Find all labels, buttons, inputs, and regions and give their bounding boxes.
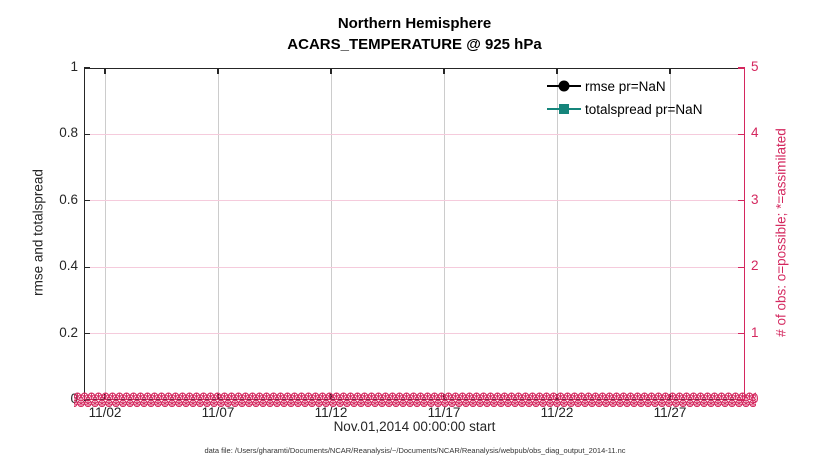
x-tick-top: [669, 68, 671, 74]
x-tick-top: [556, 68, 558, 74]
data-file-caption: data file: /Users/gharamti/Documents/NCA…: [204, 446, 626, 455]
y-tick-right: [738, 67, 745, 69]
legend-label-rmse: rmse pr=NaN: [585, 78, 666, 94]
x-axis-label: Nov.01,2014 00:00:00 start: [333, 419, 496, 434]
axis-spine-right: [743, 68, 745, 400]
axis-spine-top: [84, 68, 745, 70]
y-tick-label-right: 2: [751, 258, 759, 274]
y-tick-label-right: 4: [751, 125, 759, 141]
y-tick-label-right: 3: [751, 191, 759, 207]
y-axis-label-left: rmse and totalspread: [30, 169, 46, 296]
h-gridline: [84, 200, 745, 202]
legend-label-totalspread: totalspread pr=NaN: [585, 101, 703, 117]
title-line-1: Northern Hemisphere: [337, 15, 492, 32]
y-tick-left: [84, 266, 90, 268]
x-tick-top: [443, 68, 445, 74]
axis-spine-left: [84, 68, 86, 400]
y-tick-left: [84, 133, 90, 136]
y-tick-label-left: 0.8: [59, 125, 78, 141]
v-gridline: [556, 68, 558, 400]
rmse-line-circle-marker-icon: [547, 80, 581, 92]
x-tick-top: [330, 68, 332, 74]
legend-item-rmse: rmse pr=NaN: [546, 76, 702, 96]
h-gridline: [84, 133, 745, 135]
legend-item-totalspread: totalspread pr=NaN: [546, 99, 702, 119]
zero-obs-marker-band: [74, 390, 756, 410]
title-line-2: ACARS_TEMPERATURE @ 925 hPa: [287, 36, 542, 53]
y-tick-right: [738, 266, 745, 268]
x-tick-top: [104, 68, 106, 74]
y-tick-right: [738, 332, 745, 335]
y-tick-right: [738, 133, 745, 136]
x-tick-top: [217, 68, 219, 74]
y-tick-label-right: 5: [751, 59, 759, 74]
legend: rmse pr=NaN totalspread pr=NaN: [546, 76, 702, 119]
v-gridline: [669, 68, 671, 400]
y-tick-label-left: 0.4: [59, 258, 78, 274]
chart-title: Northern Hemisphere ACARS_TEMPERATURE @ …: [84, 13, 745, 55]
v-gridline: [330, 68, 332, 400]
plot-area: rmse pr=NaN totalspread pr=NaN 11/02 11/0…: [59, 59, 758, 420]
y-tick-label-left: 1: [70, 59, 78, 74]
h-gridline: [84, 266, 745, 268]
totalspread-line-square-marker-icon: [547, 104, 581, 114]
v-gridline: [217, 68, 219, 400]
y-tick-label-left: 0.6: [59, 191, 78, 207]
v-gridline: [443, 68, 445, 400]
y-tick-left: [84, 67, 90, 69]
y-tick-left: [84, 332, 90, 335]
y-tick-right: [738, 200, 745, 202]
h-gridline: [84, 333, 745, 335]
y-axis-label-right: # of obs: o=possible; *=assimilated: [773, 128, 789, 337]
y-tick-label-right: 1: [751, 324, 759, 340]
y-tick-left: [84, 200, 90, 202]
v-gridline: [104, 68, 106, 400]
y-tick-label-left: 0.2: [59, 324, 78, 340]
